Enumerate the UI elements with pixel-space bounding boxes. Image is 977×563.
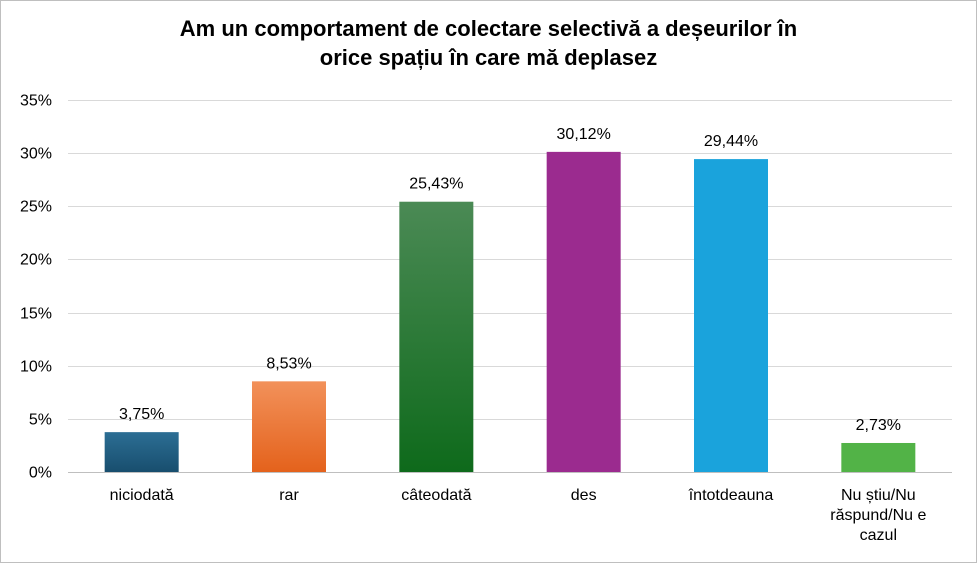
gridlines [68,100,952,420]
bar [546,151,621,472]
y-tick-label: 30% [20,146,52,163]
data-label: 25,43% [409,176,463,193]
y-tick-label: 35% [20,93,52,110]
bar [694,159,768,473]
bar [841,442,916,472]
bar [252,381,326,472]
data-label: 8,53% [266,355,311,372]
category-label: niciodată [110,487,174,504]
y-tick-label: 10% [20,359,52,376]
category-label: Nu știu/Nu răspund/Nu e cazul [830,487,926,544]
category-label: întotdeauna [688,487,774,504]
data-labels: 3,75% 8,53% 25,43% 30,12% 29,44% 2,73% [119,126,901,434]
chart-title: Am un comportament de colectare selectiv… [0,14,977,72]
y-tick-label: 15% [20,306,52,323]
category-label: des [571,487,597,504]
bar [399,201,474,472]
bars [104,151,916,473]
category-label: câteodată [401,487,471,504]
data-label: 30,12% [557,126,611,143]
data-label: 3,75% [119,406,164,423]
data-label: 29,44% [704,133,758,150]
category-label: rar [279,487,299,504]
data-label: 2,73% [856,417,901,434]
y-axis-tick-labels: 0% 5% 10% 15% 20% 25% 30% 35% [20,93,52,482]
bar [104,432,179,472]
category-labels: niciodată rar câteodată des întotdeauna Nu șt… [110,487,927,544]
y-tick-label: 20% [20,252,52,269]
y-tick-label: 25% [20,199,52,216]
y-tick-label: 0% [29,465,52,482]
y-tick-label: 5% [29,412,52,429]
chart-title-line-2: orice spațiu în care mă deplasez [319,45,658,70]
chart-title-line-1: Am un comportament de colectare selectiv… [179,16,798,41]
